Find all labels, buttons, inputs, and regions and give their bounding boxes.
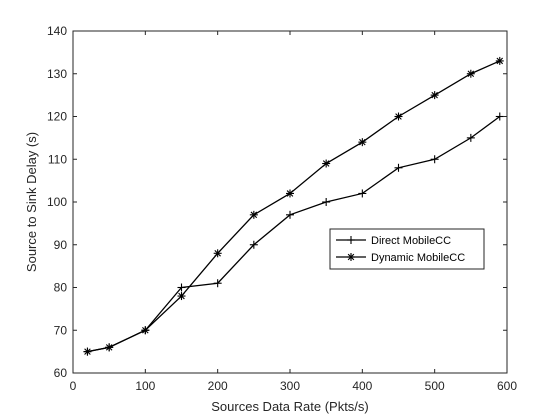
y-tick-label-60: 60 xyxy=(54,366,68,380)
x-tick-label-200: 200 xyxy=(208,379,228,393)
series-2-point-6 xyxy=(249,210,258,219)
series-2-point-1 xyxy=(83,347,92,356)
y-tick-label-100: 100 xyxy=(47,195,67,209)
series-1-point-5 xyxy=(213,279,222,288)
series-1-point-6 xyxy=(249,240,258,249)
series-1-point-13 xyxy=(495,112,504,121)
series-1-point-12 xyxy=(466,133,475,142)
series-2-point-3 xyxy=(141,326,150,335)
series-2-point-12 xyxy=(466,69,475,78)
x-axis-title: Sources Data Rate (Pkts/s) xyxy=(211,399,369,414)
series-2-point-8 xyxy=(322,159,331,168)
legend-marker-1 xyxy=(347,236,355,244)
series-1-point-11 xyxy=(430,155,439,164)
series-1-point-8 xyxy=(322,198,331,206)
y-tick-label-120: 120 xyxy=(47,110,67,124)
series-2-point-11 xyxy=(430,91,439,100)
series-1-point-7 xyxy=(286,210,294,219)
x-tick-label-100: 100 xyxy=(135,379,155,393)
series-2-point-10 xyxy=(394,112,403,121)
legend-box xyxy=(329,228,485,270)
x-tick-label-600: 600 xyxy=(497,379,517,393)
series-2-point-2 xyxy=(105,343,114,352)
series-1-point-4 xyxy=(177,283,186,292)
legend: Direct MobileCC Dynamic MobileCC xyxy=(329,228,485,270)
x-tick-label-500: 500 xyxy=(425,379,445,393)
legend-label-2: Dynamic MobileCC xyxy=(371,252,465,264)
y-tick-label-110: 110 xyxy=(48,152,67,166)
tick-layer: 0 100 200 300 400 500 600 60 70 80 90 100 110 120 130 1… xyxy=(47,24,517,393)
legend-label-1: Direct MobileCC xyxy=(371,235,451,247)
series-2-point-9 xyxy=(358,138,367,147)
series-1-point-10 xyxy=(394,163,403,172)
series-layer xyxy=(83,56,504,356)
series-2 xyxy=(83,56,504,356)
series-2-point-4 xyxy=(177,292,186,301)
legend-marker-2 xyxy=(347,253,355,261)
y-tick-label-70: 70 xyxy=(54,323,68,337)
y-tick-label-130: 130 xyxy=(47,67,67,81)
series-1-point-9 xyxy=(358,189,367,198)
y-tick-label-80: 80 xyxy=(54,281,68,295)
x-tick-label-300: 300 xyxy=(280,379,300,393)
series-2-point-7 xyxy=(286,189,294,198)
x-tick-label-0: 0 xyxy=(70,379,77,393)
y-tick-label-140: 140 xyxy=(47,24,67,38)
y-axis-title: Source to Sink Delay (s) xyxy=(24,132,39,272)
series-2-point-5 xyxy=(213,249,222,258)
plot-area xyxy=(73,31,507,373)
y-tick-label-90: 90 xyxy=(54,238,68,252)
x-tick-label-400: 400 xyxy=(352,379,372,393)
series-2-point-13 xyxy=(495,56,504,65)
